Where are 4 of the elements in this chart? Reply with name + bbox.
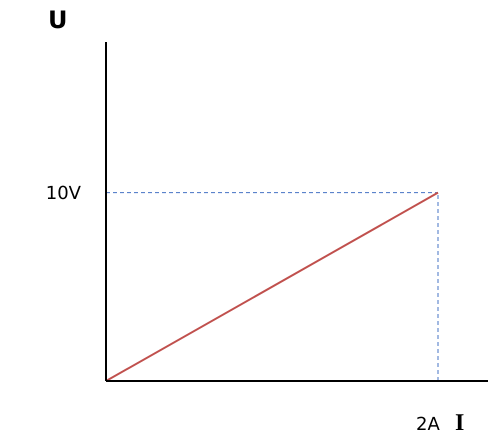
text: 2A xyxy=(416,414,440,435)
ref-line-label: 10V xyxy=(46,183,82,204)
x-axis-title: I xyxy=(455,410,464,437)
text: U xyxy=(48,6,68,34)
